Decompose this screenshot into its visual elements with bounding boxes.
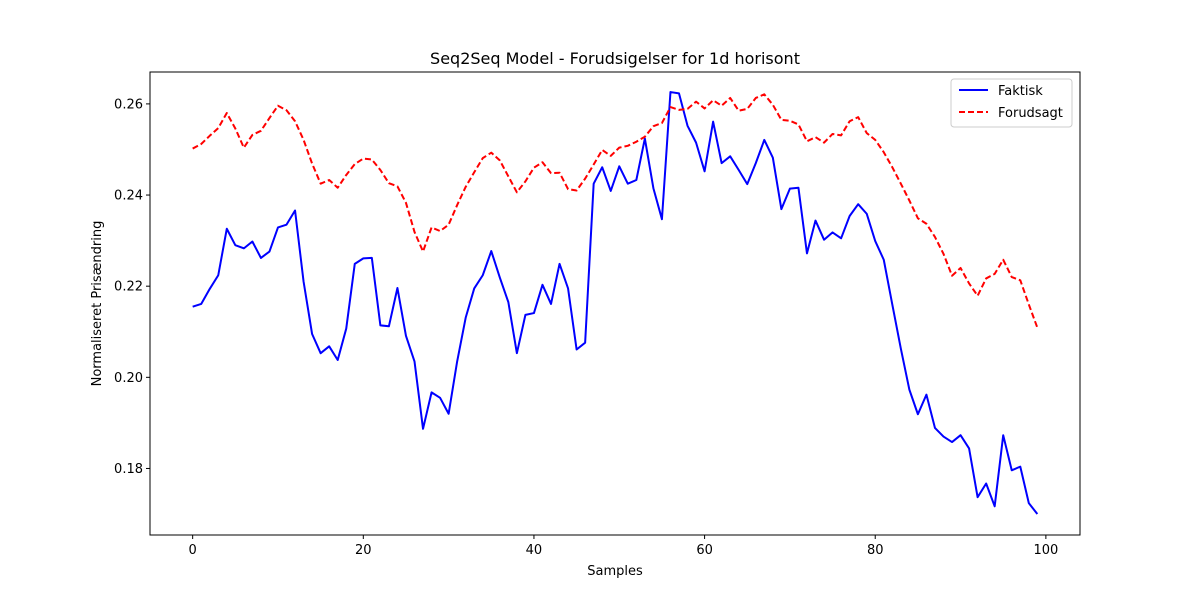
y-tick-label: 0.24 [114, 189, 143, 204]
y-axis-label: Normaliseret Prisændring [90, 221, 105, 387]
x-tick-label: 20 [355, 543, 372, 558]
axes-frame [149, 71, 1081, 536]
y-tick-label: 0.18 [114, 462, 143, 477]
series-line-forudsagt [192, 93, 1039, 328]
series-line-faktisk [192, 91, 1039, 515]
y-tick-label: 0.26 [114, 97, 143, 112]
legend-label-forudsagt: Forudsagt [998, 106, 1063, 121]
legend: Faktisk Forudsagt [950, 78, 1073, 128]
x-tick-label: 100 [1033, 543, 1058, 558]
x-tick-label: 60 [696, 543, 713, 558]
x-axis-ticks: 0 20 40 60 80 100 [189, 535, 1058, 558]
x-tick-label: 0 [189, 543, 197, 558]
chart-title: Seq2Seq Model - Forudsigelser for 1d hor… [430, 49, 800, 68]
plot-area [149, 71, 1081, 536]
y-tick-label: 0.20 [114, 371, 143, 386]
x-tick-label: 80 [867, 543, 884, 558]
y-tick-label: 0.22 [114, 280, 143, 295]
x-tick-label: 40 [526, 543, 543, 558]
series-layer [192, 91, 1039, 515]
y-axis-ticks: 0.18 0.20 0.22 0.24 0.26 [114, 97, 150, 477]
x-axis-label: Samples [587, 564, 643, 579]
legend-label-faktisk: Faktisk [998, 84, 1043, 99]
